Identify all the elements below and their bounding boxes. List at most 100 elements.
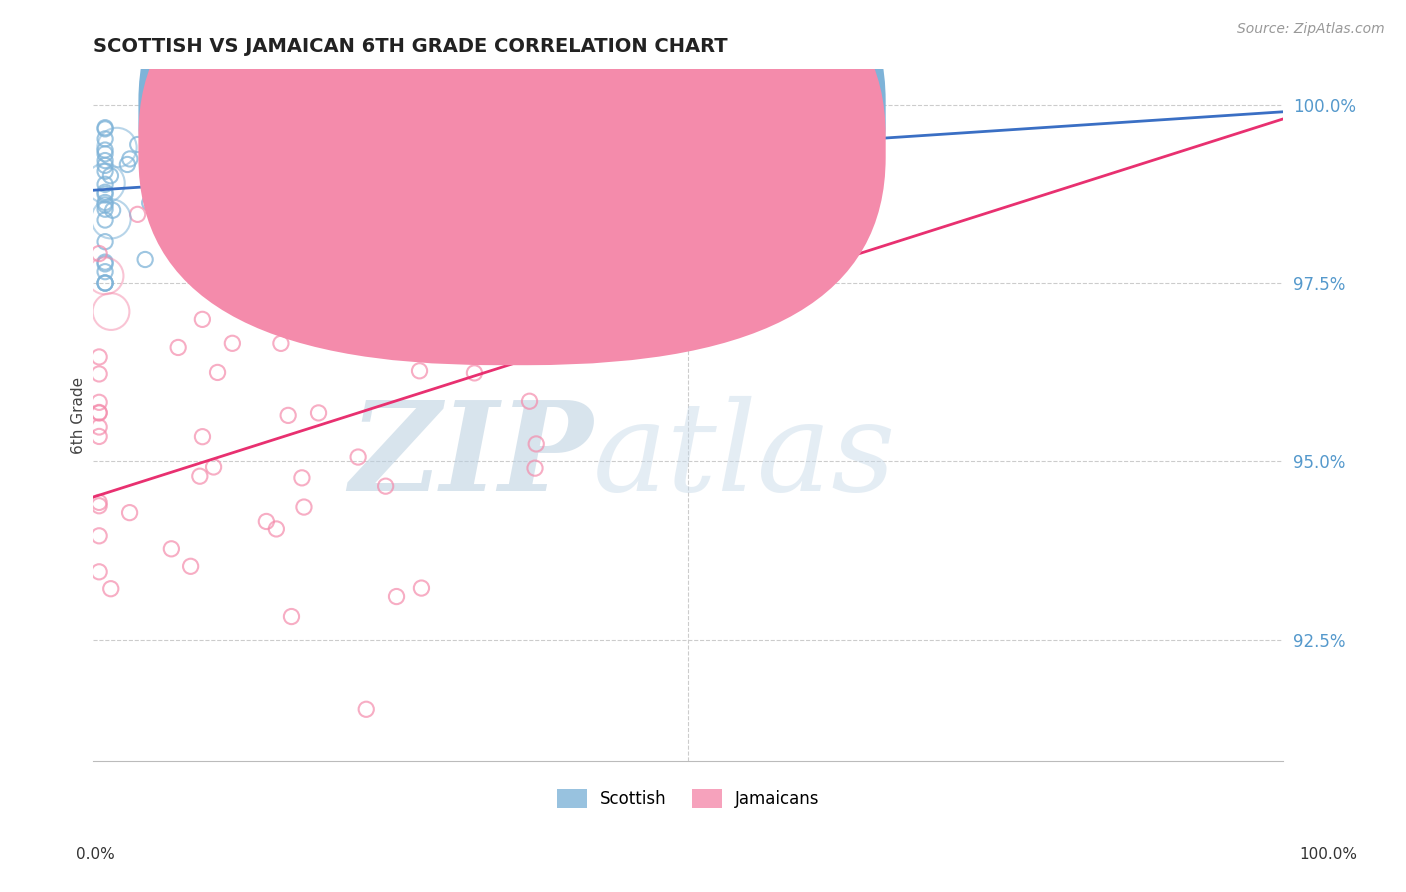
Point <box>224 160 246 174</box>
Point <box>457 233 479 247</box>
Point <box>299 155 322 169</box>
Point <box>219 270 242 285</box>
Point <box>374 479 396 493</box>
Point <box>695 89 717 103</box>
Point <box>94 120 117 135</box>
Point <box>516 108 538 122</box>
Point <box>118 506 141 520</box>
Point <box>100 211 122 226</box>
Point <box>89 350 111 364</box>
Point <box>218 246 240 260</box>
Point <box>169 121 191 136</box>
Point <box>308 406 330 420</box>
Point <box>524 437 547 451</box>
Point <box>188 469 211 483</box>
Point <box>190 140 212 154</box>
Point <box>354 702 377 716</box>
Point <box>404 306 426 320</box>
Point <box>239 195 262 210</box>
Point <box>260 173 283 187</box>
Point <box>340 129 363 144</box>
Point <box>94 146 117 161</box>
Point <box>454 90 477 104</box>
Point <box>89 499 111 513</box>
Point <box>194 129 217 144</box>
Point <box>385 590 408 604</box>
Point <box>94 276 117 290</box>
Point <box>332 263 354 277</box>
Point <box>292 500 315 514</box>
Point <box>197 195 219 210</box>
Point <box>447 174 470 188</box>
Point <box>89 246 111 260</box>
Point <box>451 137 474 152</box>
Point <box>232 177 254 191</box>
Point <box>167 341 190 355</box>
Text: 100.0%: 100.0% <box>1299 847 1358 862</box>
Point <box>389 135 412 149</box>
Point <box>266 277 288 292</box>
Point <box>283 207 305 221</box>
Point <box>180 559 202 574</box>
Point <box>441 346 464 360</box>
Text: ZIP: ZIP <box>349 396 593 517</box>
Point <box>582 83 605 97</box>
Text: atlas: atlas <box>593 396 897 517</box>
Point <box>266 148 288 162</box>
Point <box>207 366 229 380</box>
Point <box>94 235 117 249</box>
Text: 0.0%: 0.0% <box>76 847 115 862</box>
Point <box>318 196 340 211</box>
Point <box>89 565 111 579</box>
Point <box>235 301 257 315</box>
Point <box>347 201 370 215</box>
Text: Source: ZipAtlas.com: Source: ZipAtlas.com <box>1237 22 1385 37</box>
Point <box>432 346 454 360</box>
Point <box>89 495 111 509</box>
Point <box>501 166 523 180</box>
Point <box>299 159 322 173</box>
Point <box>94 276 117 290</box>
Point <box>638 199 661 213</box>
Point <box>89 420 111 434</box>
Point <box>267 187 290 202</box>
Point <box>342 321 364 335</box>
Point <box>544 133 567 147</box>
Point <box>94 121 117 136</box>
Point <box>294 323 316 337</box>
Point <box>94 198 117 212</box>
Point <box>148 153 170 168</box>
Point <box>127 207 149 221</box>
Point <box>526 277 548 292</box>
Point <box>257 227 280 241</box>
Point <box>344 149 367 163</box>
Point <box>187 202 209 216</box>
Point <box>368 161 391 176</box>
Point <box>596 263 619 277</box>
Point <box>215 215 238 229</box>
Point <box>401 104 423 119</box>
Point <box>94 143 117 157</box>
Text: SCOTTISH VS JAMAICAN 6TH GRADE CORRELATION CHART: SCOTTISH VS JAMAICAN 6TH GRADE CORRELATI… <box>93 37 728 56</box>
Point <box>478 117 501 131</box>
Point <box>89 429 111 443</box>
Point <box>544 227 567 242</box>
Point <box>187 240 209 254</box>
Point <box>291 471 314 485</box>
Point <box>194 259 217 273</box>
Point <box>105 140 128 154</box>
Point <box>381 179 404 194</box>
Point <box>89 405 111 419</box>
Point <box>204 90 226 104</box>
FancyBboxPatch shape <box>138 0 886 365</box>
Point <box>614 222 637 236</box>
Point <box>94 164 117 178</box>
Point <box>491 217 513 231</box>
Point <box>581 141 603 155</box>
Point <box>404 110 426 124</box>
Point <box>94 202 117 217</box>
Point <box>588 112 610 127</box>
Point <box>94 195 117 210</box>
Point <box>94 268 117 283</box>
Point <box>191 430 214 444</box>
